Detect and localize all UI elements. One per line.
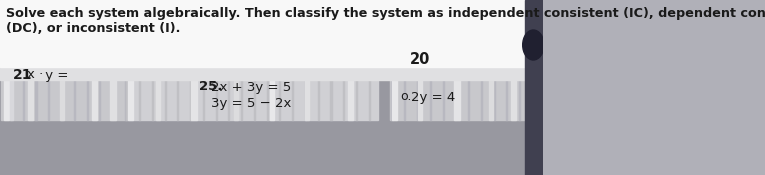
- Text: Solve each system algebraically. Then classify the system as independent consist: Solve each system algebraically. Then cl…: [5, 7, 765, 20]
- Bar: [125, 30, 126, 120]
- Bar: [86, 30, 87, 120]
- Bar: [493, 30, 495, 120]
- Bar: [73, 30, 75, 120]
- Bar: [430, 30, 431, 120]
- Text: 25.: 25.: [199, 80, 222, 93]
- Bar: [330, 30, 331, 120]
- Bar: [267, 30, 268, 120]
- Bar: [418, 30, 422, 120]
- Bar: [10, 30, 13, 120]
- Bar: [61, 30, 62, 120]
- Bar: [4, 30, 9, 120]
- Text: 2y = 4: 2y = 4: [412, 90, 456, 103]
- Bar: [139, 30, 140, 120]
- Bar: [35, 30, 37, 120]
- Bar: [481, 30, 482, 120]
- Bar: [510, 30, 516, 120]
- Bar: [128, 30, 132, 120]
- Bar: [48, 30, 49, 120]
- Bar: [112, 30, 113, 120]
- Bar: [126, 30, 127, 120]
- Text: 21: 21: [13, 68, 32, 82]
- Bar: [28, 30, 33, 120]
- Text: 20: 20: [410, 52, 430, 68]
- Bar: [455, 30, 457, 120]
- Bar: [468, 30, 469, 120]
- Bar: [317, 30, 319, 120]
- Bar: [126, 30, 378, 120]
- Bar: [10, 30, 11, 120]
- Bar: [525, 0, 542, 175]
- Bar: [177, 30, 178, 120]
- Bar: [506, 30, 507, 120]
- Bar: [191, 30, 197, 120]
- Bar: [347, 30, 353, 120]
- Bar: [99, 30, 100, 120]
- Bar: [404, 30, 405, 120]
- Bar: [390, 30, 525, 120]
- Bar: [0, 0, 525, 67]
- Bar: [0, 65, 542, 175]
- Bar: [229, 30, 230, 120]
- Bar: [60, 30, 63, 120]
- Bar: [164, 30, 165, 120]
- Bar: [23, 30, 24, 120]
- Text: o.: o.: [401, 90, 412, 103]
- Bar: [190, 30, 191, 120]
- Bar: [234, 30, 238, 120]
- Bar: [417, 30, 418, 120]
- Text: y =: y =: [41, 68, 69, 82]
- Bar: [454, 30, 460, 120]
- Bar: [203, 30, 204, 120]
- Bar: [519, 30, 520, 120]
- Bar: [269, 30, 275, 120]
- Bar: [356, 30, 357, 120]
- Bar: [110, 30, 116, 120]
- Bar: [156, 30, 160, 120]
- Bar: [490, 30, 493, 120]
- Bar: [241, 30, 243, 120]
- Bar: [305, 30, 306, 120]
- Bar: [0, 65, 542, 80]
- Circle shape: [522, 30, 544, 60]
- Bar: [343, 30, 344, 120]
- Bar: [254, 30, 255, 120]
- Text: 3y = 5 − 2x: 3y = 5 − 2x: [210, 97, 291, 110]
- Bar: [93, 30, 97, 120]
- Bar: [151, 30, 153, 120]
- Bar: [292, 30, 293, 120]
- Text: 2x + 3y = 5: 2x + 3y = 5: [210, 80, 291, 93]
- Bar: [442, 30, 444, 120]
- Bar: [392, 30, 397, 120]
- Bar: [2, 30, 125, 120]
- Text: (DC), or inconsistent (I).: (DC), or inconsistent (I).: [5, 22, 180, 35]
- Text: x ·: x ·: [27, 68, 43, 82]
- Bar: [0, 0, 542, 75]
- Bar: [279, 30, 281, 120]
- Bar: [305, 30, 308, 120]
